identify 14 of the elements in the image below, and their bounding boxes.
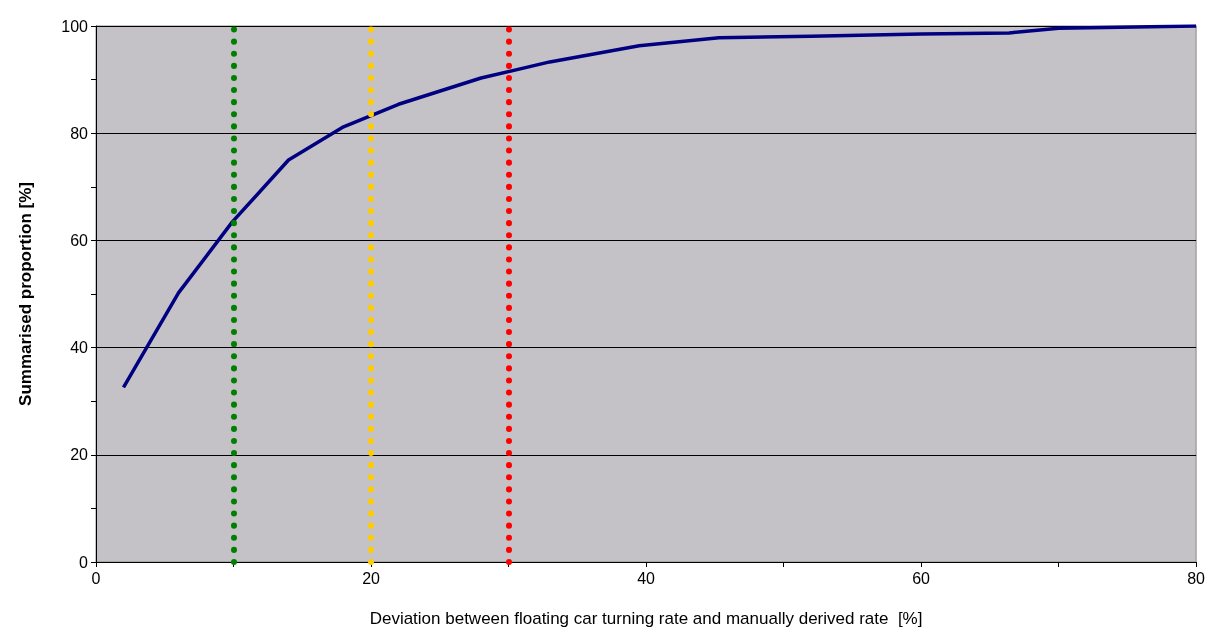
x-tick-label: 0	[91, 569, 101, 587]
y-tick-label: 80	[70, 124, 89, 142]
x-tick-label: 60	[912, 569, 931, 587]
line-series	[121, 24, 1198, 390]
x-tick-label: 40	[637, 569, 656, 587]
x-tick-label: 80	[1187, 569, 1206, 587]
y-tick-label: 20	[70, 446, 89, 464]
y-tick-label: 100	[61, 17, 89, 35]
y-tick-label: 40	[70, 339, 89, 357]
x-axis-title: Deviation between floating car turning rate and manually derived rate [%]	[369, 609, 923, 628]
y-tick-label: 60	[70, 231, 89, 249]
y-tick-label: 0	[79, 553, 89, 571]
x-tick-label: 20	[362, 569, 381, 587]
y-axis-title: Summarised proportion [%]	[16, 182, 35, 406]
